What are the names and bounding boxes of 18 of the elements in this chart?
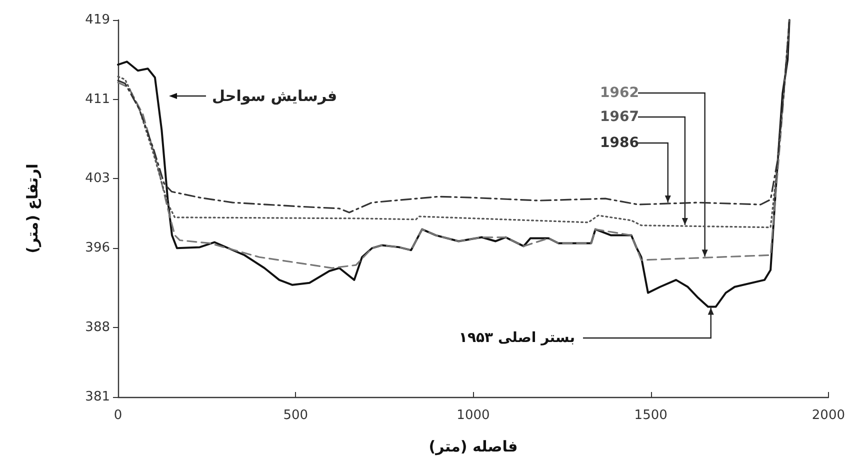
y-tick-label: 396	[85, 240, 110, 256]
x-tick-label: 1500	[634, 408, 668, 423]
x-tick-label: 1000	[456, 408, 490, 423]
y-tick-label: 419	[85, 12, 110, 28]
text: 1962	[600, 85, 639, 101]
y-tick-label: 381	[85, 390, 110, 404]
x-tick-label: 2000	[812, 408, 846, 423]
x-axis-title: فاصله (متر)	[428, 438, 518, 456]
x-tick-label: 0	[114, 408, 122, 423]
x-tick-label: 500	[283, 408, 308, 423]
text: 1967	[600, 109, 639, 125]
y-axis-title: ارتفاع (متر)	[24, 164, 42, 254]
text: 1986	[600, 135, 639, 151]
text: بستر اصلی ۱۹۵۳	[458, 330, 575, 346]
y-tick-label: 403	[85, 171, 110, 186]
y-tick-label: 411	[85, 92, 110, 107]
annotation: فرسایش سواحل	[212, 87, 338, 105]
y-tick-label: 388	[85, 320, 110, 336]
